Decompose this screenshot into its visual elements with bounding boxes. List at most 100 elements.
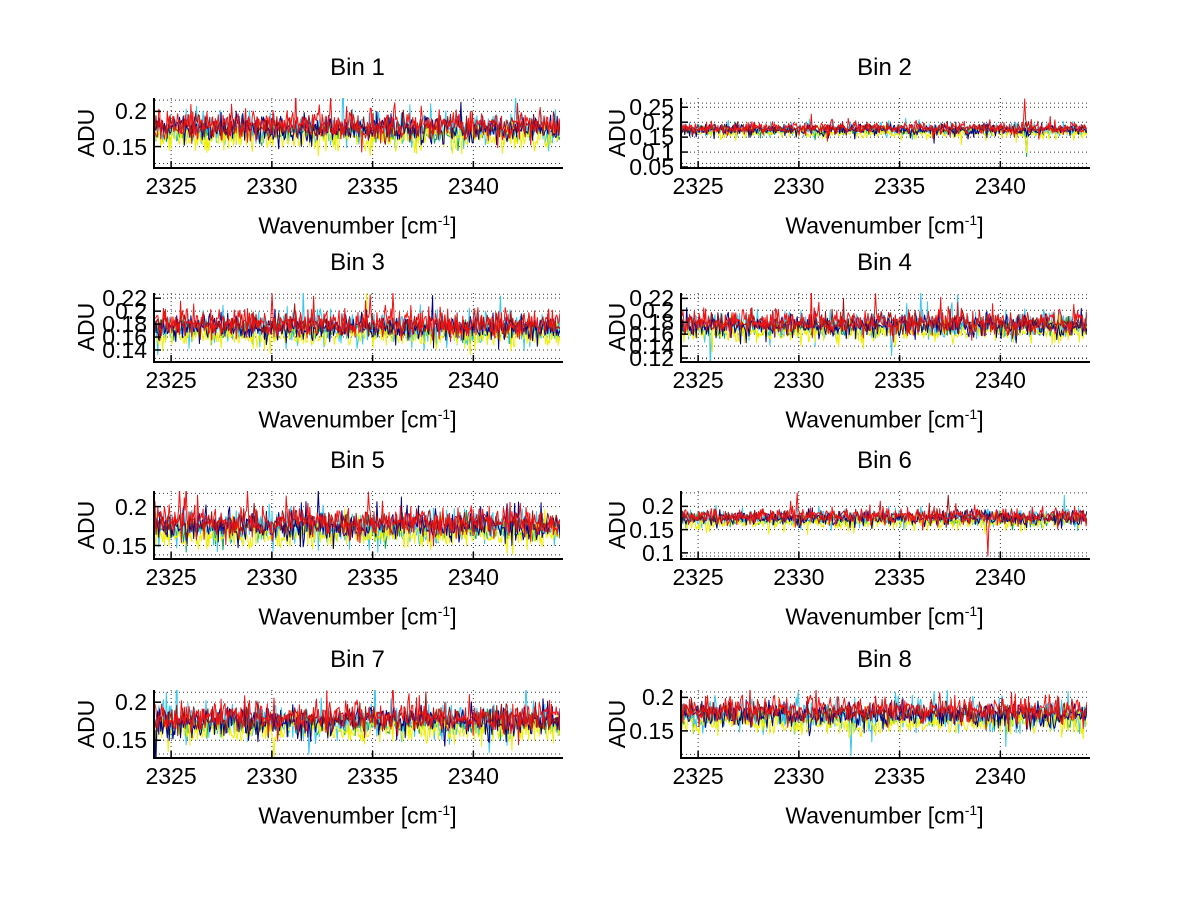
series-line-red: [155, 690, 560, 746]
x-tick-label: 2340: [447, 367, 499, 393]
y-tick-label: 0.15: [629, 717, 674, 744]
y-axis-title: ADU: [604, 108, 630, 157]
x-axis-title-superscript: -1: [437, 406, 451, 422]
y-tick-label: 0.2: [115, 98, 147, 125]
series-line-darkred: [682, 697, 1087, 732]
y-tick-label: 0.15: [102, 133, 147, 160]
x-axis-title-superscript: -1: [437, 802, 451, 818]
y-axis-line: [680, 98, 682, 169]
plot-area-bin-5: [155, 491, 560, 558]
x-axis-title-superscript: -1: [964, 603, 978, 619]
subplot-title: Bin 1: [330, 54, 385, 81]
y-tick-label: 0.15: [102, 727, 147, 754]
y-tick-label: 0.2: [642, 297, 674, 324]
y-axis-title: ADU: [73, 302, 99, 352]
y-axis-title: ADU: [73, 500, 99, 549]
x-axis-title: Wavenumber [cm-1]: [155, 207, 560, 239]
y-axis-title: ADU: [73, 699, 99, 748]
x-axis-title-text-end: ]: [977, 802, 984, 829]
subplot-title: Bin 4: [857, 249, 912, 276]
y-axis-line: [153, 491, 155, 560]
x-tick-label: 2335: [874, 763, 926, 789]
plot-area-bin-2: [682, 98, 1087, 167]
x-tick-label: 2330: [773, 367, 825, 393]
subplot-title: Bin 5: [330, 447, 385, 474]
x-axis-title-text-end: ]: [450, 406, 457, 433]
x-axis-title-text-end: ]: [450, 802, 457, 829]
x-axis-line: [153, 558, 563, 560]
y-tick-label: 0.1: [642, 539, 674, 566]
x-axis-line: [680, 167, 1090, 169]
x-tick-label: 2330: [246, 763, 298, 789]
y-tick-label: 0.2: [115, 298, 147, 325]
x-axis-line: [153, 167, 563, 169]
series-line-red: [682, 98, 1087, 142]
subplot-title: Bin 7: [330, 646, 385, 673]
y-axis-line: [680, 690, 682, 759]
x-tick-label: 2330: [773, 173, 825, 199]
x-axis-title: Wavenumber [cm-1]: [682, 401, 1087, 433]
x-axis-title-text-end: ]: [450, 212, 457, 239]
subplot-title: Bin 8: [857, 646, 912, 673]
x-tick-label: 2340: [974, 564, 1026, 590]
x-tick-label: 2325: [672, 564, 724, 590]
x-axis-title: Wavenumber [cm-1]: [682, 207, 1087, 239]
plot-area-bin-8: [682, 690, 1087, 757]
x-axis-title-superscript: -1: [964, 802, 978, 818]
x-tick-label: 2340: [974, 173, 1026, 199]
plot-area-bin-4: [682, 293, 1087, 361]
y-tick-label: 0.14: [629, 333, 674, 360]
x-axis-title-text-end: ]: [977, 603, 984, 630]
x-axis-title-text: Wavenumber [cm: [258, 212, 438, 239]
subplot-title: Bin 6: [857, 447, 912, 474]
x-axis-line: [153, 757, 563, 759]
x-tick-label: 2340: [447, 173, 499, 199]
plot-area-bin-7: [155, 690, 560, 757]
y-tick-label: 0.14: [102, 336, 147, 363]
series-line-red: [155, 293, 560, 343]
x-axis-title-superscript: -1: [964, 212, 978, 228]
x-tick-label: 2330: [246, 173, 298, 199]
x-tick-label: 2340: [447, 564, 499, 590]
x-tick-label: 2335: [874, 173, 926, 199]
y-tick-label: 0.18: [629, 309, 674, 336]
y-axis-title: ADU: [73, 108, 99, 157]
x-axis-title-text: Wavenumber [cm: [258, 603, 438, 630]
x-tick-label: 2340: [447, 763, 499, 789]
x-tick-label: 2335: [347, 763, 399, 789]
y-tick-label: 0.25: [629, 94, 674, 121]
subplot-title: Bin 3: [330, 249, 385, 276]
y-tick-label: 0.2: [115, 493, 147, 520]
y-axis-line: [680, 491, 682, 560]
x-axis-title-text-end: ]: [977, 406, 984, 433]
x-tick-label: 2335: [347, 367, 399, 393]
x-tick-label: 2330: [773, 564, 825, 590]
x-axis-title-text: Wavenumber [cm: [258, 802, 438, 829]
x-tick-label: 2335: [347, 173, 399, 199]
plot-area-bin-3: [155, 293, 560, 361]
x-axis-title: Wavenumber [cm-1]: [682, 797, 1087, 829]
y-tick-label: 0.2: [115, 689, 147, 716]
plot-area-bin-1: [155, 98, 560, 167]
x-axis-title-superscript: -1: [437, 212, 451, 228]
y-tick-label: 0.15: [629, 124, 674, 151]
x-tick-label: 2325: [672, 763, 724, 789]
x-tick-label: 2330: [773, 763, 825, 789]
x-tick-label: 2335: [347, 564, 399, 590]
x-axis-title-text: Wavenumber [cm: [258, 406, 438, 433]
x-tick-label: 2340: [974, 763, 1026, 789]
x-axis-title: Wavenumber [cm-1]: [155, 797, 560, 829]
y-tick-label: 0.05: [629, 154, 674, 180]
series-line-red: [682, 690, 1087, 730]
y-tick-label: 0.16: [629, 321, 674, 348]
x-axis-title-superscript: -1: [437, 603, 451, 619]
y-axis-title: ADU: [604, 699, 630, 748]
x-axis-title-text: Wavenumber [cm: [785, 406, 965, 433]
x-axis-title: Wavenumber [cm-1]: [682, 598, 1087, 630]
y-tick-label: 0.15: [629, 516, 674, 543]
series-line-red: [155, 491, 560, 547]
y-tick-label: 0.12: [629, 345, 674, 372]
x-tick-label: 2325: [145, 564, 197, 590]
y-tick-label: 0.22: [102, 285, 147, 312]
